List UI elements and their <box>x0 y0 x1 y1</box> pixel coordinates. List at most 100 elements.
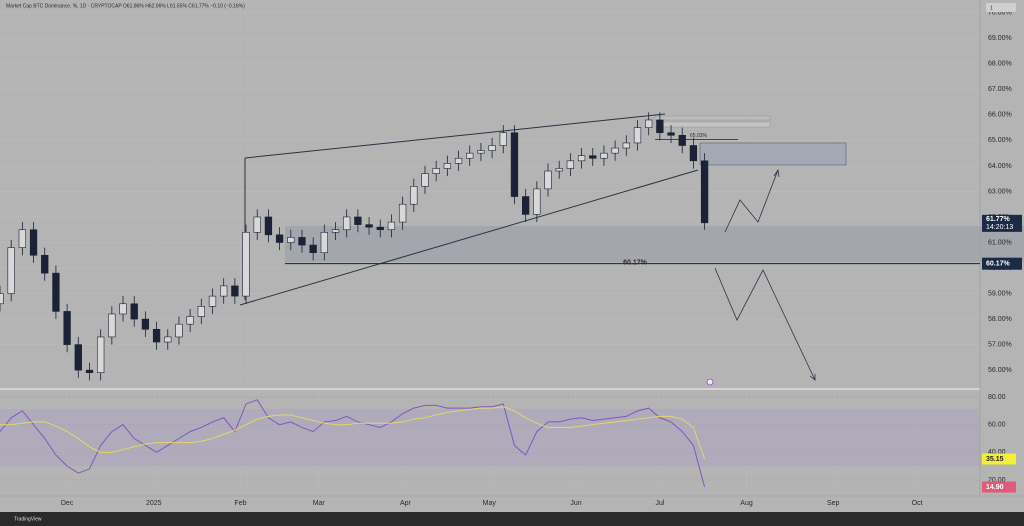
x-tick-label: Sep <box>827 500 840 507</box>
footer-logo: TradingView <box>14 516 42 522</box>
x-tick-label: Dec <box>61 500 74 507</box>
candle-body <box>175 323 183 338</box>
rsi-ma-line <box>0 406 706 460</box>
candle-body <box>454 157 463 164</box>
candle-body <box>544 170 552 190</box>
y-tick-label: 60.00 <box>988 422 1006 429</box>
wedge-lower <box>239 169 699 306</box>
projection-up <box>724 169 779 233</box>
level-label: 60.17% <box>623 260 648 267</box>
candle-body <box>398 203 407 223</box>
top-zone <box>654 115 771 121</box>
x-tick-label: Feb <box>234 500 246 507</box>
candle-body <box>633 127 642 144</box>
candle-body <box>700 160 709 224</box>
support-zone <box>285 226 1024 262</box>
candle-body <box>488 145 496 151</box>
candle-body <box>253 216 261 233</box>
candle-body <box>7 247 15 294</box>
rsi-tag-label: 14.90 <box>986 484 1004 491</box>
y-tick-label: 64.00% <box>988 163 1012 170</box>
candle-body <box>466 152 474 159</box>
candle-body <box>533 188 541 215</box>
arrowhead <box>809 374 816 381</box>
y-tick-label: 70.00% <box>988 10 1012 17</box>
candle-body <box>242 231 250 297</box>
candle-body <box>264 216 273 236</box>
level-label: 65.03% <box>690 133 708 139</box>
plot-layer: 56.00%57.00%58.00%59.00%60.00%61.00%62.0… <box>0 10 1022 507</box>
y-tick-label: 59.00% <box>988 290 1012 297</box>
rsi-band <box>0 409 980 466</box>
x-tick-label: Apr <box>400 500 412 507</box>
y-tick-label: 68.00% <box>988 61 1012 68</box>
countdown: 14:20:13 <box>986 224 1013 231</box>
candle-body <box>589 155 597 159</box>
grid-layer <box>0 396 980 481</box>
footer-bar <box>0 512 1024 526</box>
candle-body <box>365 224 373 228</box>
y-tick-label: 40.00 <box>988 449 1006 456</box>
y-tick-label: 58.00% <box>988 316 1012 323</box>
candle-body <box>421 173 429 187</box>
candle-body <box>320 231 328 254</box>
corner-button-label[interactable]: 1 <box>990 5 993 11</box>
candle-body <box>97 336 105 373</box>
candle-body <box>287 237 295 243</box>
rsi-tag <box>982 481 1016 493</box>
candle-body <box>689 145 698 162</box>
candle-body <box>41 254 49 274</box>
corner-button[interactable] <box>986 3 1016 12</box>
candle-body <box>152 328 161 343</box>
candle-body <box>85 369 94 373</box>
x-tick-label: 2025 <box>146 500 162 507</box>
candle-body <box>600 152 608 159</box>
candle-body <box>29 229 38 256</box>
candle-body <box>119 303 127 315</box>
candle-body <box>611 147 619 154</box>
y-tick-label: 69.00% <box>988 35 1012 42</box>
y-tick-label: 61.00% <box>988 239 1012 246</box>
candle-body <box>186 316 194 325</box>
candle-body <box>74 344 82 371</box>
candle-body <box>555 168 563 172</box>
rsi-tag <box>982 453 1016 465</box>
x-tick-label: Mar <box>313 500 326 507</box>
price-tag <box>982 214 1022 232</box>
x-tick-label: Oct <box>912 500 923 507</box>
x-tick-label: Aug <box>740 500 753 507</box>
arrowhead <box>773 168 780 178</box>
x-tick-label: Jun <box>570 500 581 507</box>
candle-body <box>343 216 351 231</box>
candle-body <box>197 306 205 317</box>
rsi-tag-label: 35.15 <box>986 456 1004 463</box>
candle-body <box>499 132 507 146</box>
candle-body <box>220 285 228 297</box>
level-tag <box>982 257 1022 270</box>
top-zone <box>654 121 771 128</box>
projection-down <box>714 267 816 381</box>
candle-body <box>376 226 384 231</box>
candle-body <box>331 229 340 233</box>
y-tick-label: 63.00% <box>988 188 1012 195</box>
rsi-line <box>0 399 706 488</box>
candle-body <box>510 132 519 197</box>
candle-body <box>622 142 630 149</box>
candle-body <box>164 336 172 343</box>
candle-body <box>577 155 586 162</box>
candle-body <box>667 132 675 136</box>
chart-title: Market Cap BTC Dominance, %, 1D · CRYPTO… <box>6 3 245 9</box>
y-tick-label: 20.00 <box>988 477 1006 484</box>
wedge-upper <box>244 113 666 159</box>
x-tick-label: May <box>483 500 497 507</box>
candle-body <box>387 221 396 231</box>
resistance-zone <box>699 142 847 166</box>
candle-body <box>108 313 116 338</box>
y-tick-label: 80.00 <box>988 394 1006 401</box>
candle-body <box>0 293 4 305</box>
candle-body <box>208 295 217 307</box>
event-icon[interactable] <box>706 378 714 386</box>
candle-body <box>443 163 452 169</box>
price-tag-label: 61.77% <box>986 216 1011 223</box>
